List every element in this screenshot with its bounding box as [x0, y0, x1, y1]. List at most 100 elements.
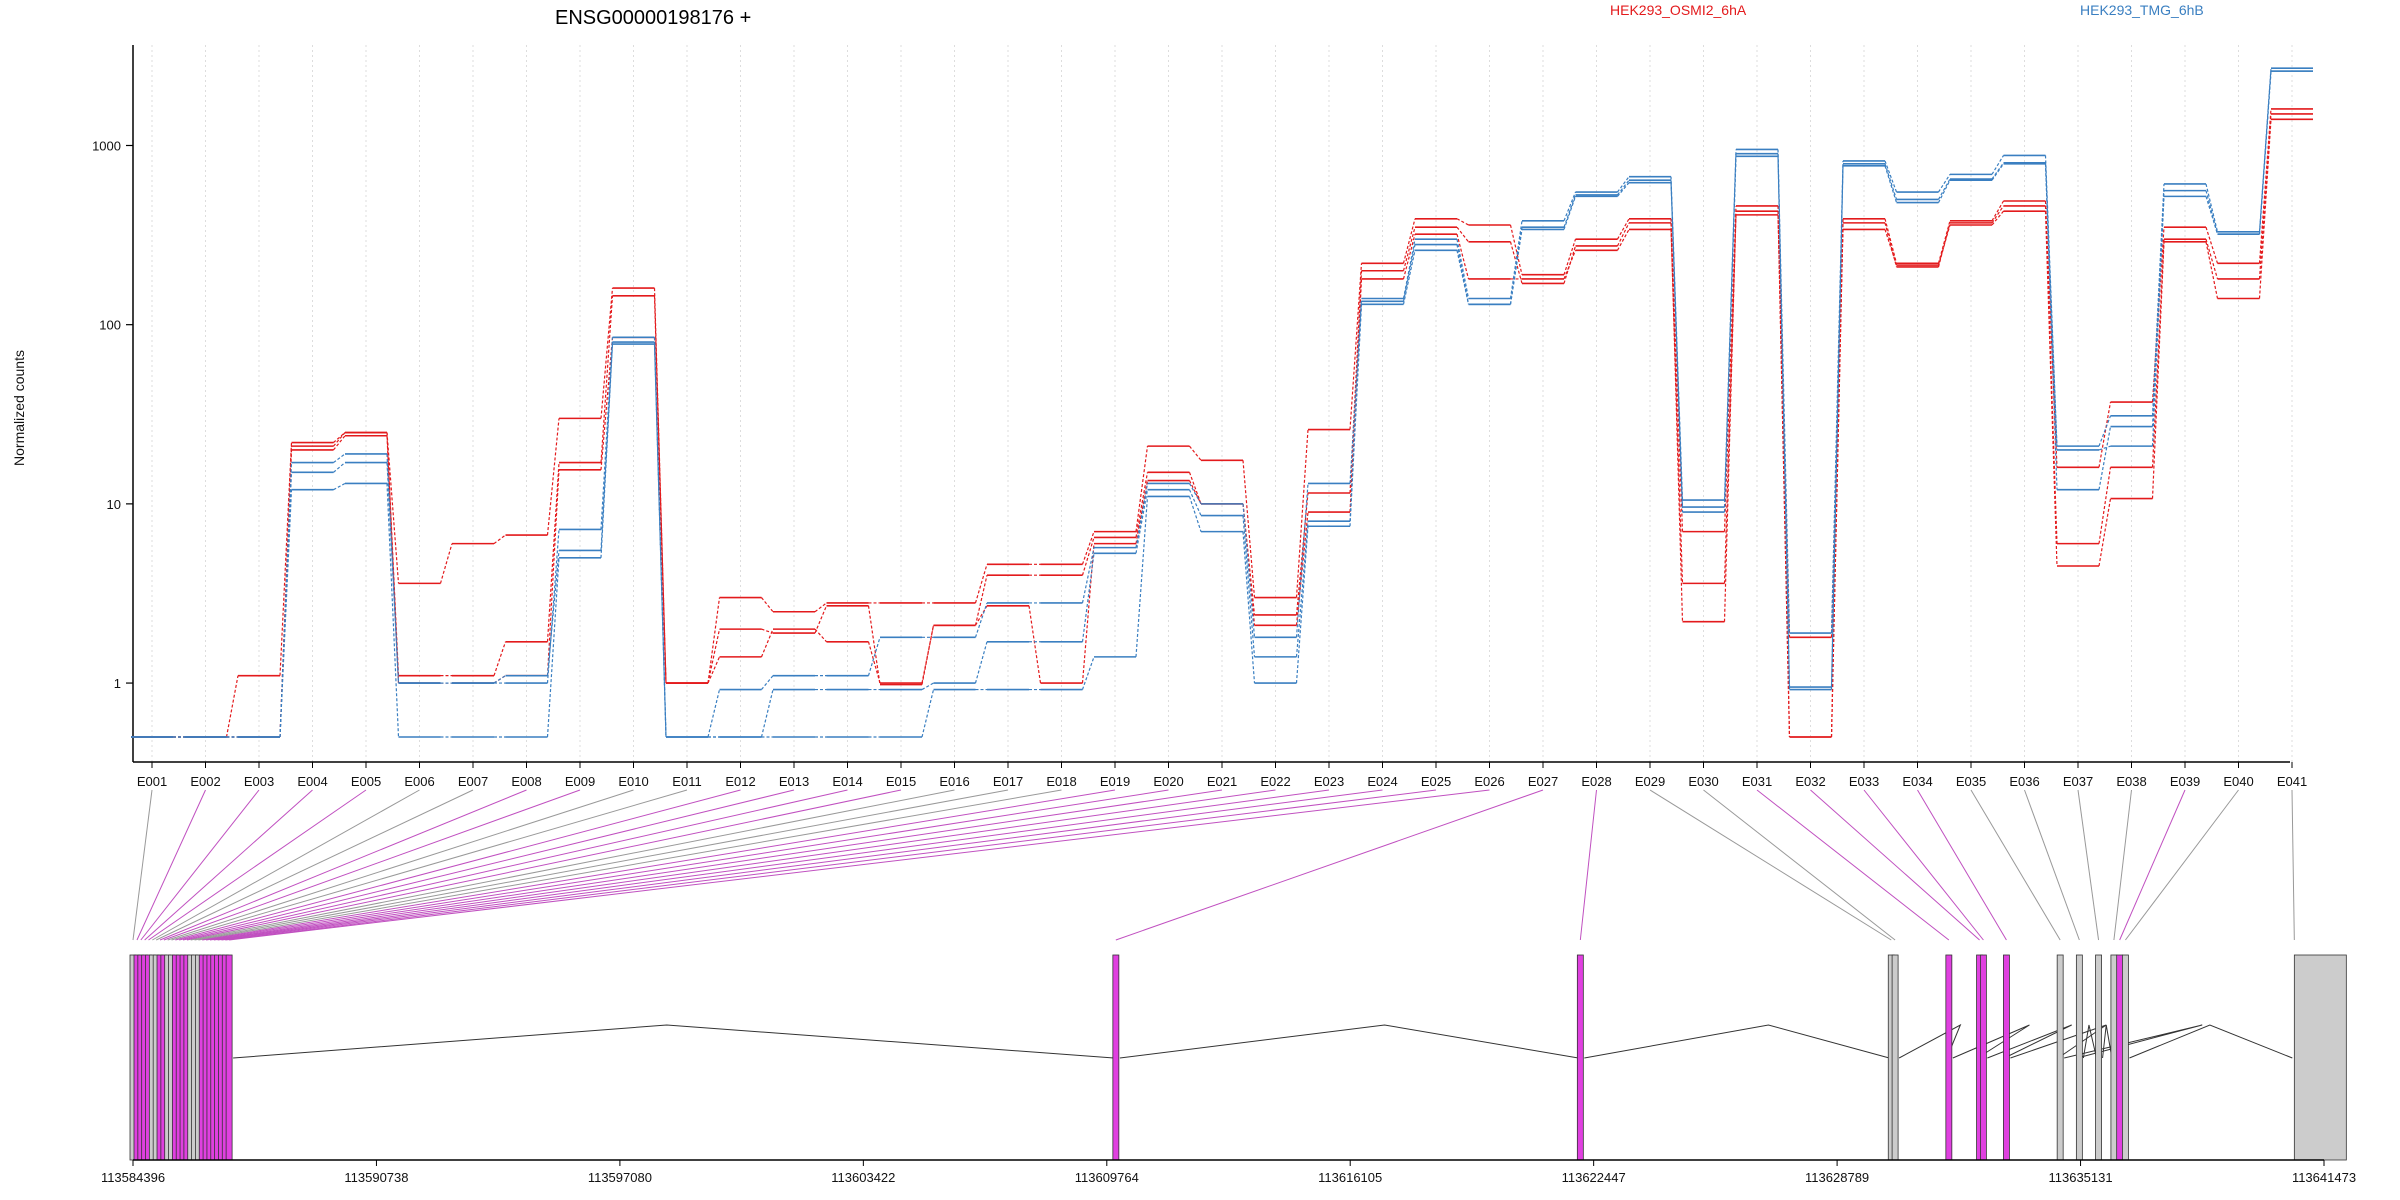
x-tick-label: E025: [1421, 774, 1451, 789]
series-link: [1937, 224, 1951, 266]
series-link: [1777, 156, 1791, 690]
connector-line: [152, 789, 420, 941]
exon-box: [1576, 954, 1584, 1161]
x-tick-label: E003: [244, 774, 274, 789]
series-link: [333, 482, 346, 491]
series-link: [921, 689, 935, 738]
series-link: [493, 534, 506, 545]
connector-line: [217, 789, 1330, 941]
series-link: [653, 344, 667, 738]
series-link: [2098, 426, 2112, 490]
series-link: [1402, 227, 1416, 271]
x-tick-label: E006: [404, 774, 434, 789]
series-link: [1563, 191, 1577, 222]
exon-box: [1979, 954, 1987, 1161]
series-link: [1884, 229, 1898, 266]
connector-line: [1649, 789, 1892, 941]
genomic-tick-label: 113609764: [1075, 1170, 1139, 1185]
intron-line: [2129, 1024, 2293, 1059]
series-link: [2044, 163, 2058, 450]
x-tick-label: E004: [297, 774, 327, 789]
series-link: [1242, 503, 1256, 638]
series-link: [1135, 480, 1149, 544]
series-link: [386, 462, 400, 684]
connector-line: [167, 789, 634, 941]
series-link: [707, 597, 721, 684]
series-link: [1723, 214, 1737, 584]
series-link: [1991, 205, 2004, 224]
series-link: [1991, 210, 2004, 226]
series-link: [1295, 492, 1309, 615]
series-link: [1402, 234, 1416, 280]
series-link: [1402, 239, 1416, 299]
series-link: [707, 689, 721, 738]
series-link: [1081, 531, 1095, 565]
exon-box: [2095, 954, 2102, 1161]
exon-box: [1891, 954, 1899, 1161]
series-link: [546, 529, 560, 684]
connector-line: [2125, 789, 2239, 941]
x-tick-label: E002: [190, 774, 220, 789]
x-tick-label: E030: [1688, 774, 1718, 789]
x-tick-label: E018: [1046, 774, 1076, 789]
y-axis-label: Normalized counts: [11, 350, 27, 466]
x-tick-label: E005: [351, 774, 381, 789]
series-link: [493, 675, 506, 684]
series-link: [1884, 160, 1898, 193]
intron-line: [2102, 1024, 2113, 1059]
connector-line: [198, 789, 1062, 941]
exon-box: [2003, 954, 2010, 1161]
exon-box: [2116, 954, 2124, 1161]
x-tick-label: E040: [2223, 774, 2253, 789]
x-tick-label: E010: [618, 774, 648, 789]
connector-line: [206, 789, 1169, 941]
connector-line: [155, 789, 474, 941]
series-link: [1188, 480, 1202, 505]
connector-line: [2113, 789, 2132, 941]
series-link: [1349, 263, 1363, 430]
series-link: [1563, 250, 1577, 280]
axes: 1 10 100 1000 E001 E002 E003 E004 E005 E006 E007 E0…: [92, 45, 2307, 789]
series-link: [1616, 229, 1630, 251]
series-link: [1670, 229, 1684, 584]
x-tick-label: E035: [1956, 774, 1986, 789]
series-link: [546, 557, 560, 738]
series-link: [1349, 304, 1363, 527]
series-link: [279, 449, 293, 738]
series-link: [546, 469, 560, 676]
series-link: [1777, 211, 1791, 738]
series-link: [600, 295, 614, 463]
series-link: [2098, 498, 2112, 567]
series-link: [2205, 241, 2219, 299]
exon-box: [225, 954, 233, 1161]
connector-line: [2024, 789, 2080, 941]
series-link: [974, 564, 988, 604]
intron-line: [2064, 1024, 2203, 1059]
series-link: [1295, 512, 1309, 626]
series-link: [2098, 415, 2112, 447]
series-link: [1509, 224, 1523, 275]
intron-line: [233, 1024, 1114, 1059]
series-link: [1135, 496, 1149, 657]
connector-line: [163, 789, 581, 941]
series-link: [974, 575, 988, 626]
series-link: [1135, 446, 1149, 532]
connector-line: [213, 789, 1276, 941]
series-link: [1456, 218, 1469, 226]
series-link: [333, 435, 346, 451]
series-link: [1937, 178, 1951, 200]
series-link: [2098, 467, 2112, 544]
connector-line: [148, 789, 367, 941]
series-link: [1937, 179, 1951, 203]
series-link: [1456, 250, 1470, 305]
connector-line: [221, 789, 1383, 941]
series-link: [707, 628, 721, 684]
series-link: [1563, 194, 1577, 228]
x-tick-label: E026: [1474, 774, 1504, 789]
series-link: [600, 343, 614, 558]
series-link: [386, 483, 400, 738]
connector-line: [140, 789, 260, 941]
connector-line: [190, 789, 955, 941]
series-link: [1242, 531, 1256, 684]
